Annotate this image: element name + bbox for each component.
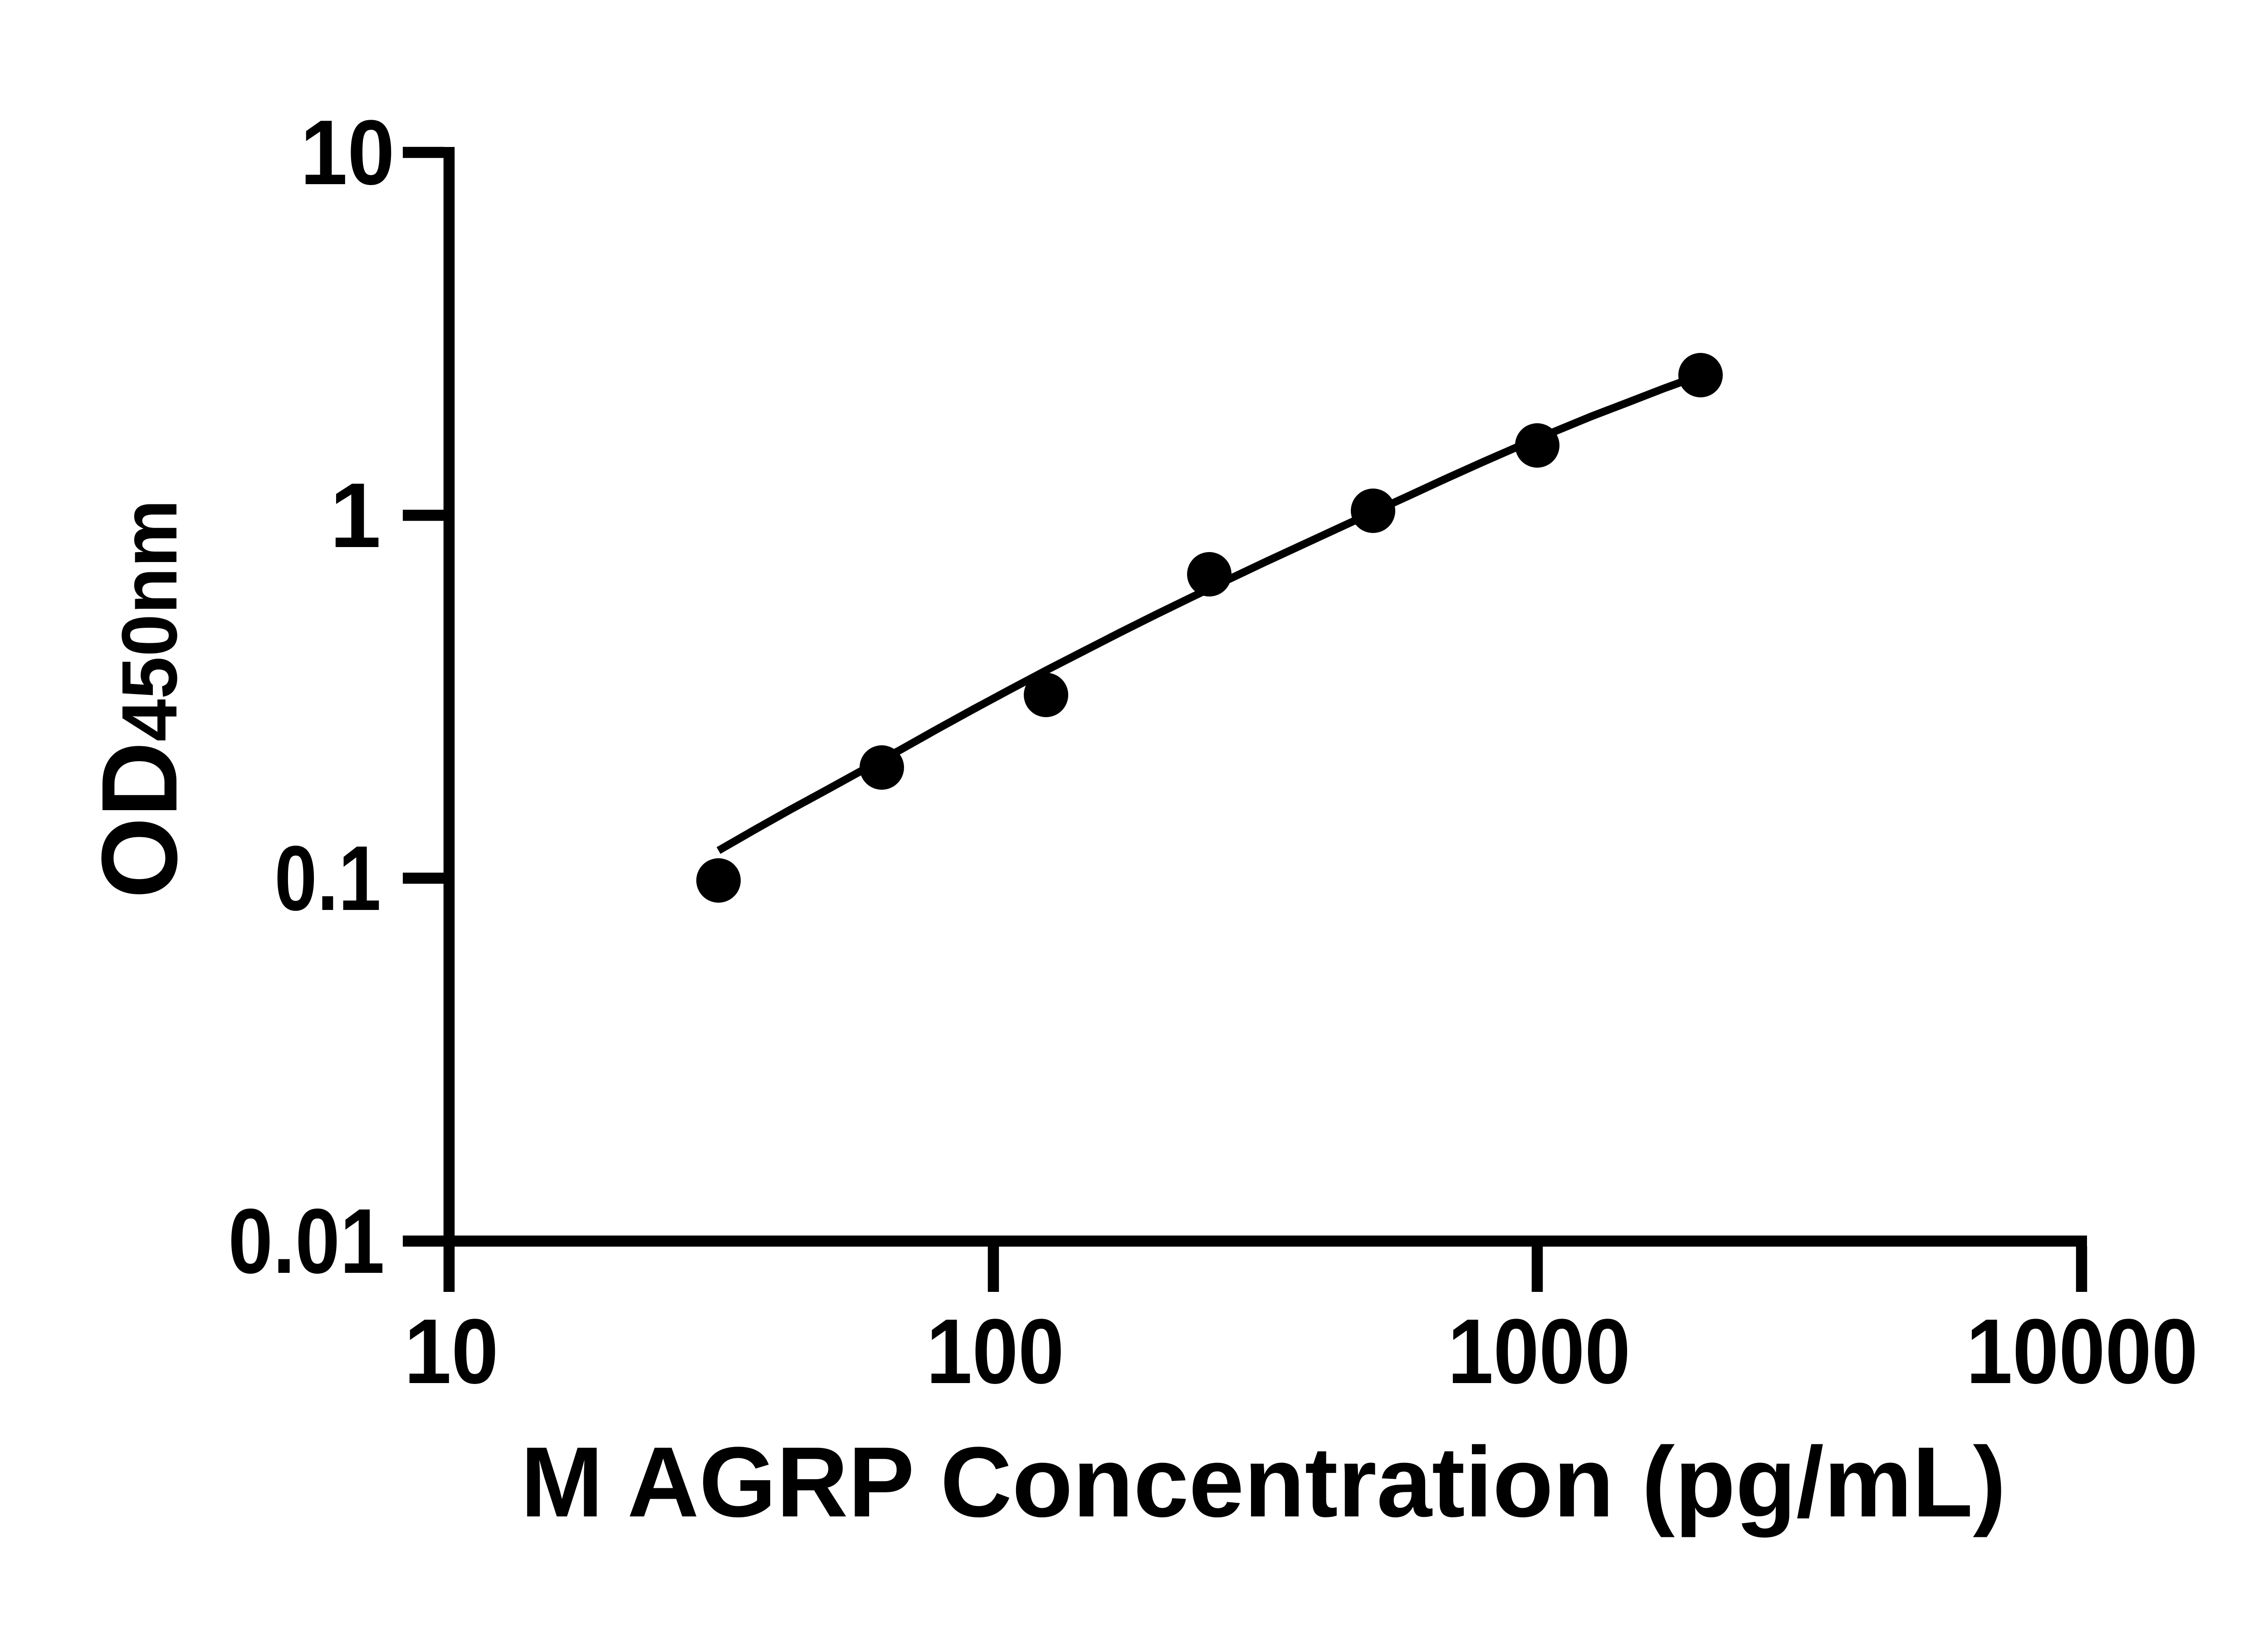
svg-text:10: 10 [404, 1300, 499, 1403]
svg-text:1000: 1000 [1448, 1300, 1631, 1403]
svg-text:100: 100 [926, 1300, 1064, 1403]
svg-text:0.1: 0.1 [274, 827, 381, 930]
svg-text:M AGRP Concentration (pg/mL): M AGRP Concentration (pg/mL) [521, 1426, 2006, 1538]
svg-text:1: 1 [330, 464, 381, 567]
svg-text:0.01: 0.01 [228, 1190, 385, 1293]
svg-text:10: 10 [300, 101, 395, 204]
svg-text:10000: 10000 [1966, 1300, 2198, 1403]
svg-text:OD450nm: OD450nm [79, 499, 200, 899]
